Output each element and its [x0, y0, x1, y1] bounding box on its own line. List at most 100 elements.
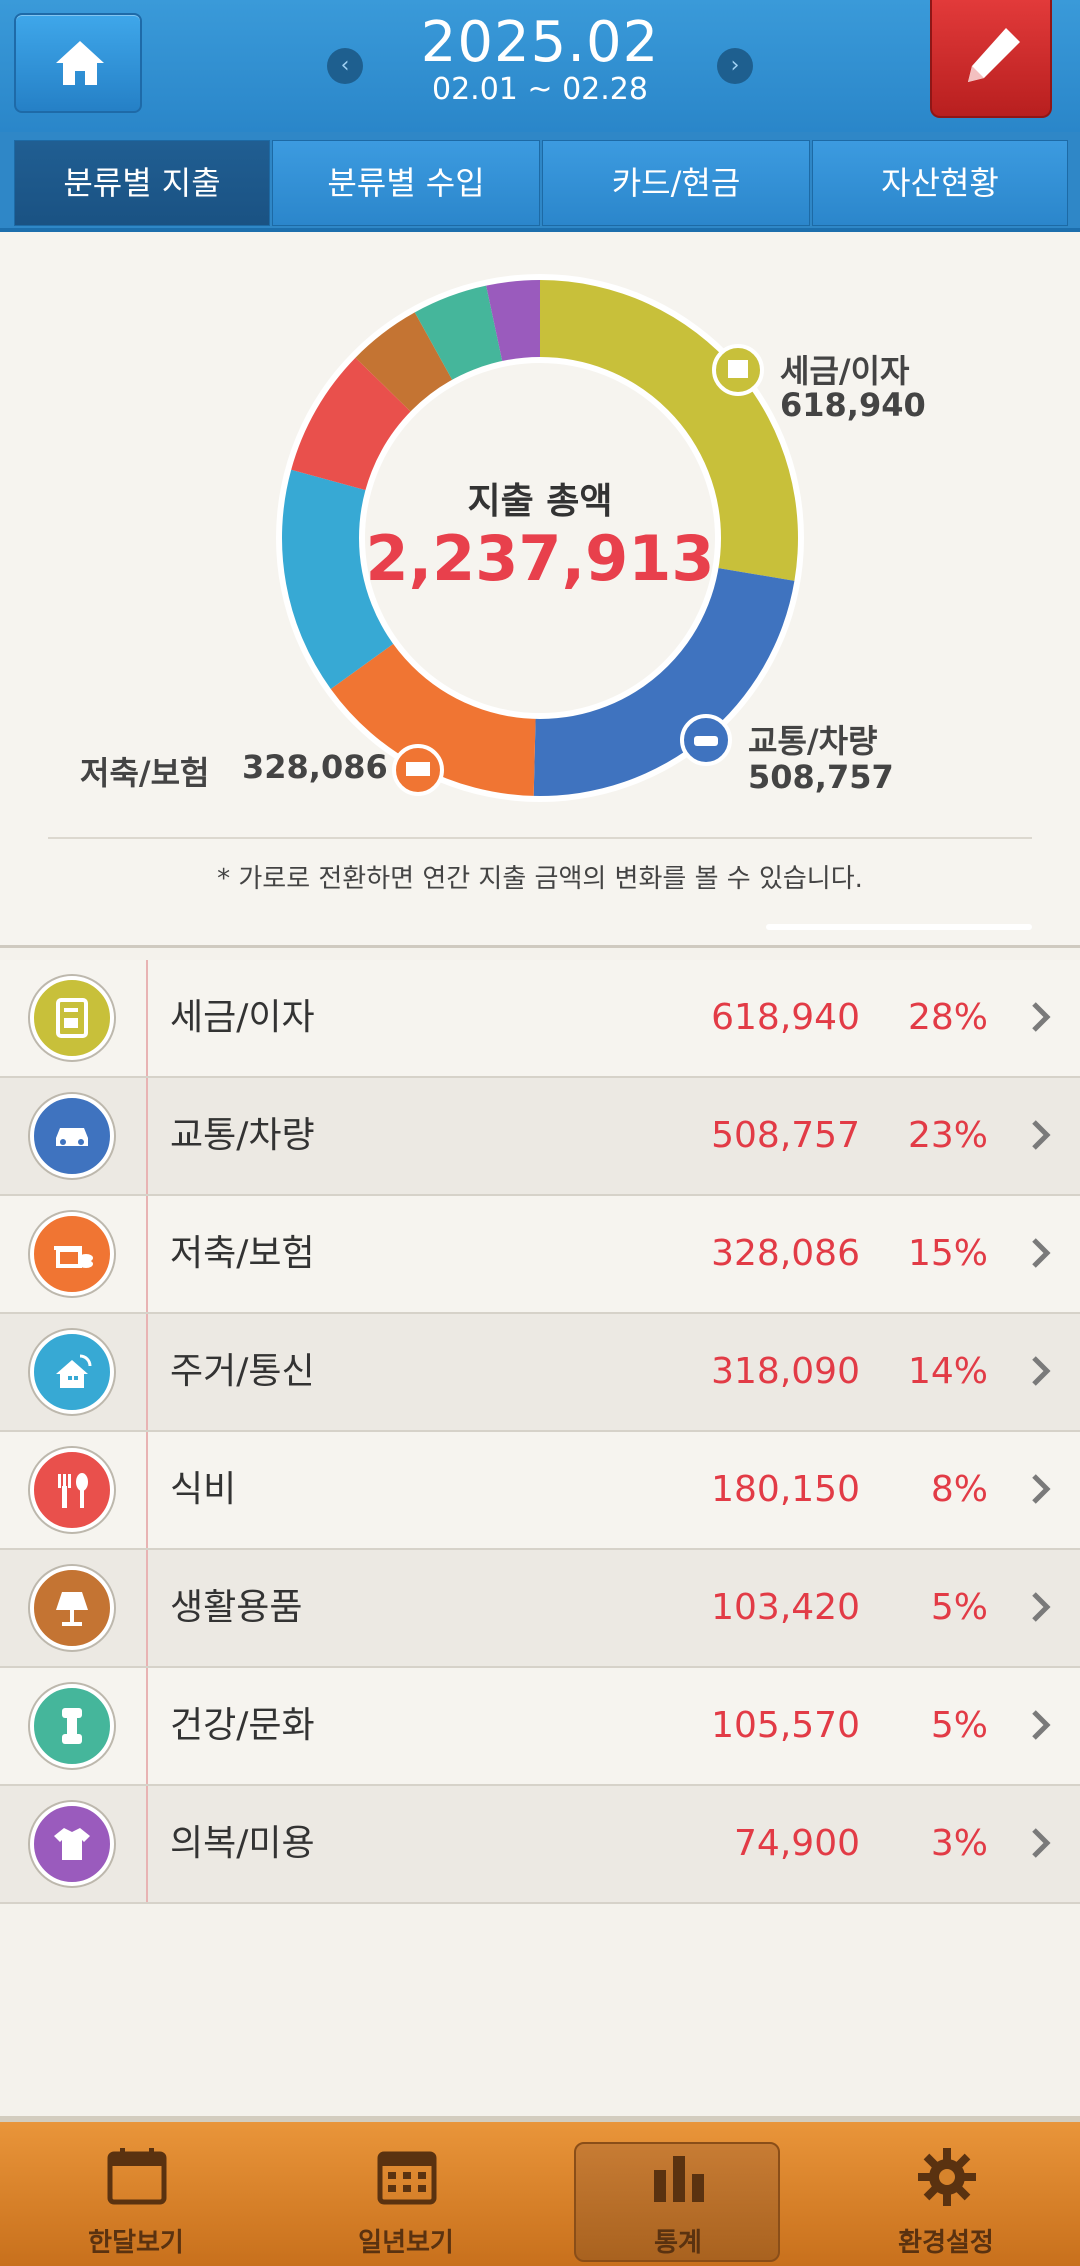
- edit-button[interactable]: [930, 0, 1052, 118]
- callout-transport-amount: 508,757: [748, 758, 894, 796]
- home-button[interactable]: [14, 13, 142, 113]
- list-item[interactable]: 주거/통신 318,090 14%: [0, 1314, 1080, 1432]
- chevron-right-icon: [1032, 1474, 1051, 1504]
- row-separator: [146, 1196, 148, 1312]
- callout-transport-label: 교통/차량: [748, 722, 878, 760]
- prev-month-button[interactable]: ‹: [327, 48, 363, 84]
- callout-tax-label: 세금/이자: [780, 352, 910, 390]
- document-calculator-icon: [30, 976, 114, 1060]
- donut-slice: [330, 642, 536, 796]
- category-percent: 5%: [930, 1705, 988, 1746]
- rotate-hint: * 가로로 전환하면 연간 지출 금액의 변화를 볼 수 있습니다.: [217, 864, 863, 894]
- nav-statistics[interactable]: 통계: [568, 2122, 788, 2266]
- row-separator: [146, 960, 148, 1076]
- category-percent: 5%: [930, 1587, 988, 1628]
- donut-slice: [355, 312, 454, 414]
- donut-slice: [291, 357, 413, 491]
- transport-callout-glyph: [694, 736, 718, 746]
- category-name: 저축/보험: [170, 1233, 315, 1274]
- shirt-icon: [30, 1802, 114, 1886]
- category-amount: 105,570: [711, 1705, 860, 1746]
- category-name: 세금/이자: [170, 997, 315, 1038]
- nav-label: 통계: [654, 2228, 702, 2258]
- scroll-indicator: [766, 924, 1032, 930]
- category-amount: 318,090: [711, 1351, 860, 1392]
- chevron-right-icon: [1032, 1356, 1051, 1386]
- category-name: 의복/미용: [170, 1823, 315, 1864]
- list-item[interactable]: 교통/차량 508,757 23%: [0, 1078, 1080, 1196]
- row-separator: [146, 1550, 148, 1666]
- donut-hole: [359, 357, 721, 719]
- row-separator: [146, 1786, 148, 1902]
- list-item[interactable]: 세금/이자 618,940 28%: [0, 960, 1080, 1078]
- category-percent: 28%: [907, 997, 988, 1038]
- category-amount: 103,420: [711, 1587, 860, 1628]
- car-icon: [30, 1094, 114, 1178]
- donut-slice: [414, 285, 503, 383]
- house-wifi-icon: [30, 1330, 114, 1414]
- date-range: 02.01 ~ 02.28: [432, 72, 648, 107]
- list-item[interactable]: 저축/보험 328,086 15%: [0, 1196, 1080, 1314]
- total-expense-title: 지출 총액: [467, 481, 613, 522]
- chevron-right-icon: [1032, 1002, 1051, 1032]
- savings-icon: [30, 1212, 114, 1296]
- list-item[interactable]: 생활용품 103,420 5%: [0, 1550, 1080, 1668]
- tab-assets[interactable]: 자산현황: [812, 140, 1068, 226]
- category-percent: 8%: [930, 1469, 988, 1510]
- bottom-nav: 한달보기 일년보기 통계 환경설정: [0, 2116, 1080, 2266]
- calendar-month-icon: [107, 2148, 167, 2205]
- total-expense-value: 2,237,913: [365, 522, 715, 595]
- category-amount: 328,086: [711, 1233, 860, 1274]
- category-name: 주거/통신: [170, 1351, 315, 1392]
- category-name: 식비: [170, 1469, 237, 1510]
- nav-year-view[interactable]: 일년보기: [296, 2122, 516, 2266]
- divider: [48, 837, 1032, 839]
- donut-slice: [533, 567, 795, 796]
- chevron-right-icon: [1032, 1120, 1051, 1150]
- next-month-button[interactable]: ›: [717, 48, 753, 84]
- tab-bar: 분류별 지출 분류별 수입 카드/현금 자산현황: [0, 132, 1080, 232]
- row-separator: [146, 1078, 148, 1194]
- category-amount: 74,900: [734, 1823, 860, 1864]
- gear-icon: [918, 2148, 976, 2206]
- nav-month-view[interactable]: 한달보기: [26, 2122, 246, 2266]
- tab-expense-by-category[interactable]: 분류별 지출: [14, 140, 270, 226]
- list-item[interactable]: 의복/미용 74,900 3%: [0, 1786, 1080, 1904]
- lamp-icon: [30, 1566, 114, 1650]
- category-amount: 180,150: [711, 1469, 860, 1510]
- list-item[interactable]: 식비 180,150 8%: [0, 1432, 1080, 1550]
- tab-income-by-category[interactable]: 분류별 수입: [272, 140, 540, 226]
- category-percent: 3%: [930, 1823, 988, 1864]
- category-name: 생활용품: [170, 1587, 303, 1628]
- callout-savings-label: 저축/보험: [80, 754, 210, 792]
- list-item[interactable]: 건강/문화 105,570 5%: [0, 1668, 1080, 1786]
- nav-label: 한달보기: [88, 2228, 184, 2258]
- home-icon: [56, 41, 104, 85]
- cutlery-icon: [30, 1448, 114, 1532]
- category-percent: 23%: [907, 1115, 988, 1156]
- category-percent: 15%: [907, 1233, 988, 1274]
- calendar-year-icon: [377, 2151, 437, 2205]
- chevron-right-icon: [1032, 1592, 1051, 1622]
- category-name: 건강/문화: [170, 1705, 315, 1746]
- header: ‹ 2025.02 02.01 ~ 02.28 ›: [0, 0, 1080, 132]
- nav-settings[interactable]: 환경설정: [836, 2122, 1056, 2266]
- nav-label: 일년보기: [358, 2228, 454, 2258]
- category-name: 교통/차량: [170, 1115, 315, 1156]
- callout-savings-amount: 328,086: [242, 748, 388, 786]
- category-amount: 508,757: [711, 1115, 860, 1156]
- tax-interest-callout-glyph: [728, 360, 748, 378]
- current-month: 2025.02: [420, 10, 660, 75]
- row-separator: [146, 1432, 148, 1548]
- row-separator: [146, 1668, 148, 1784]
- savings-callout-glyph: [406, 762, 430, 776]
- category-amount: 618,940: [711, 997, 860, 1038]
- dumbbell-icon: [30, 1684, 114, 1768]
- tab-card-cash[interactable]: 카드/현금: [542, 140, 810, 226]
- category-percent: 14%: [907, 1351, 988, 1392]
- pencil-icon: [968, 28, 1020, 82]
- donut-chart: [276, 274, 804, 802]
- chevron-right-icon: [1032, 1238, 1051, 1268]
- callout-tax-amount: 618,940: [780, 386, 926, 424]
- donut-slice: [486, 280, 540, 364]
